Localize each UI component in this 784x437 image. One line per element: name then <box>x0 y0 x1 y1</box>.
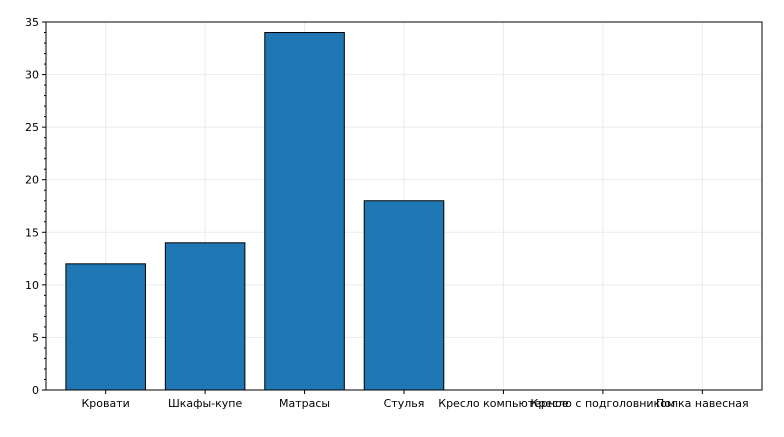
y-tick-label: 35 <box>25 16 39 29</box>
y-tick-label: 20 <box>25 174 39 187</box>
x-tick-label: Кресло с подголовником <box>531 397 676 410</box>
y-axis-ticks: 0 5 10 15 20 25 30 35 <box>25 16 46 397</box>
y-tick-label: 5 <box>32 331 39 344</box>
x-tick-label: Стулья <box>384 397 425 410</box>
x-tick-label: Матрасы <box>279 397 330 410</box>
x-tick-label: Полка навесная <box>656 397 749 410</box>
x-axis-ticks: Кровати Шкафы-купе Матрасы Стулья Кресло ком… <box>82 390 749 410</box>
grid <box>46 21 762 390</box>
y-tick-label: 15 <box>25 226 39 239</box>
bars <box>65 32 445 391</box>
y-tick-label: 10 <box>25 279 39 292</box>
y-tick-label: 0 <box>32 384 39 397</box>
x-tick-label: Кровати <box>82 397 130 410</box>
y-tick-label: 30 <box>25 69 39 82</box>
bar-1 <box>164 242 246 391</box>
x-tick-label: Шкафы-купе <box>168 397 243 410</box>
bar-0 <box>65 263 146 391</box>
x-tick-label: Кресло компьютерное <box>438 397 569 410</box>
bar-3 <box>363 200 445 391</box>
y-tick-label: 25 <box>25 121 39 134</box>
bar-2 <box>264 32 345 391</box>
